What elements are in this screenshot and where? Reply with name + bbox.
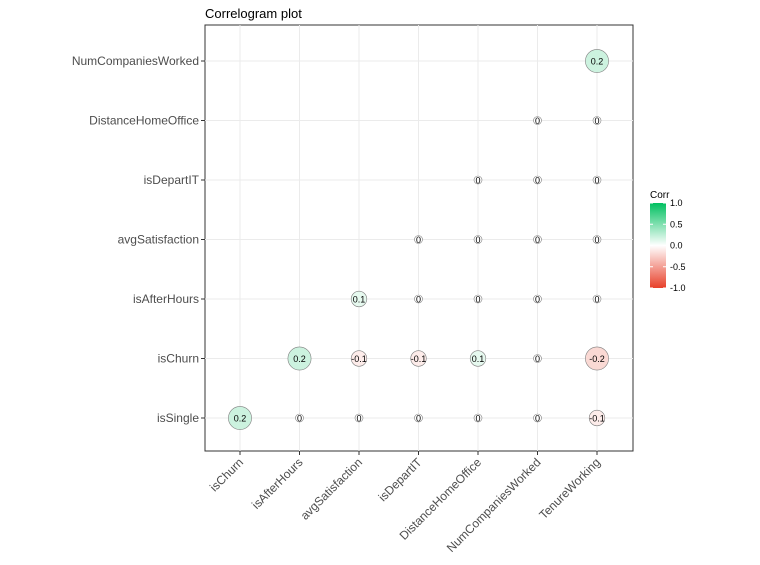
corr-point (533, 413, 542, 423)
corr-point (533, 175, 542, 185)
corr-label: 0 (356, 414, 361, 424)
y-tick-label: NumCompaniesWorked (72, 54, 199, 68)
corr-point (533, 116, 542, 125)
corr-label: 0 (535, 414, 540, 424)
corr-point (469, 350, 487, 367)
corr-point (592, 175, 602, 185)
corr-label: 0 (475, 235, 480, 245)
corr-point (410, 350, 427, 367)
corr-point (414, 413, 423, 423)
corr-label: 0 (416, 235, 421, 245)
corr-point (414, 235, 423, 244)
corr-point (592, 294, 602, 304)
corr-label: 0 (594, 176, 599, 186)
y-tick-label: isSingle (157, 411, 199, 425)
corr-label: -0.1 (411, 354, 427, 364)
y-tick-label: isChurn (158, 352, 199, 366)
y-axis-ticks: isSingle isChurn isAfterHours avgSatisfacti… (72, 54, 205, 425)
corr-point (354, 413, 364, 423)
x-tick-label: TenureWorking (536, 455, 603, 522)
legend-tick-label: -0.5 (670, 262, 686, 272)
y-tick-label: isDepartIT (144, 173, 200, 187)
legend-title: Corr (650, 190, 670, 201)
corr-point (473, 413, 483, 423)
corr-label: 0 (475, 176, 480, 186)
corr-label: 0 (535, 235, 540, 245)
corr-point (414, 294, 423, 304)
corr-label: 0 (475, 295, 480, 305)
corr-label: 0 (535, 295, 540, 305)
corr-label: 0 (594, 235, 599, 245)
corr-point (287, 346, 312, 371)
corr-label: 0.2 (234, 414, 247, 424)
corr-point (592, 116, 602, 125)
corr-label: 0 (416, 295, 421, 305)
corr-label: 0 (535, 116, 540, 126)
corr-point (473, 175, 483, 185)
corr-point (533, 294, 542, 304)
corr-label: 0.2 (293, 354, 306, 364)
corr-label: -0.1 (589, 414, 605, 424)
corr-point (533, 354, 542, 363)
corr-label: 0 (416, 414, 421, 424)
corr-label: 0 (594, 116, 599, 126)
corr-label: 0 (535, 176, 540, 186)
correlation-points: 0.2 0 0 0 0 0 0 0 0 0 0.1 0 0 0 0 0.2 -0.1 -0.1 0.1 0 -0.2 0.… (228, 49, 609, 430)
corr-label: 0 (475, 414, 480, 424)
corr-label: 0.1 (353, 295, 366, 305)
legend-tick-label: -1.0 (670, 283, 686, 293)
corr-point (533, 235, 542, 244)
corr-point (592, 235, 602, 244)
y-tick-label: isAfterHours (133, 292, 199, 306)
legend-tick-label: 0.5 (670, 219, 683, 229)
corr-point (228, 406, 252, 430)
corr-label: 0 (594, 295, 599, 305)
corr-point (295, 413, 304, 423)
corr-label: 0.2 (591, 57, 604, 67)
y-tick-label: DistanceHomeOffice (89, 114, 199, 128)
corr-point (585, 346, 609, 371)
corr-label: 0.1 (472, 354, 485, 364)
x-tick-label: isAfterHours (249, 455, 306, 512)
corr-point (473, 294, 483, 304)
corr-label: 0 (297, 414, 302, 424)
corr-label: -0.1 (351, 354, 367, 364)
corr-label: 0 (535, 354, 540, 364)
corr-point (350, 290, 368, 308)
color-legend: Corr 1.0 0.5 0.0 -0.5 -1.0 (650, 190, 686, 293)
corr-point (585, 49, 609, 73)
chart-title: Correlogram plot (205, 6, 302, 21)
corr-point (588, 409, 606, 427)
corr-point (473, 235, 483, 244)
y-tick-label: avgSatisfaction (118, 233, 199, 247)
x-tick-label: isDepartIT (376, 455, 426, 505)
legend-tick-label: 0.0 (670, 241, 683, 251)
legend-colorbar (650, 203, 666, 288)
corr-point (350, 350, 368, 367)
x-tick-label: isChurn (207, 455, 246, 494)
corr-label: -0.2 (589, 354, 605, 364)
x-tick-label: avgSatisfaction (298, 455, 365, 522)
legend-tick-label: 1.0 (670, 198, 683, 208)
